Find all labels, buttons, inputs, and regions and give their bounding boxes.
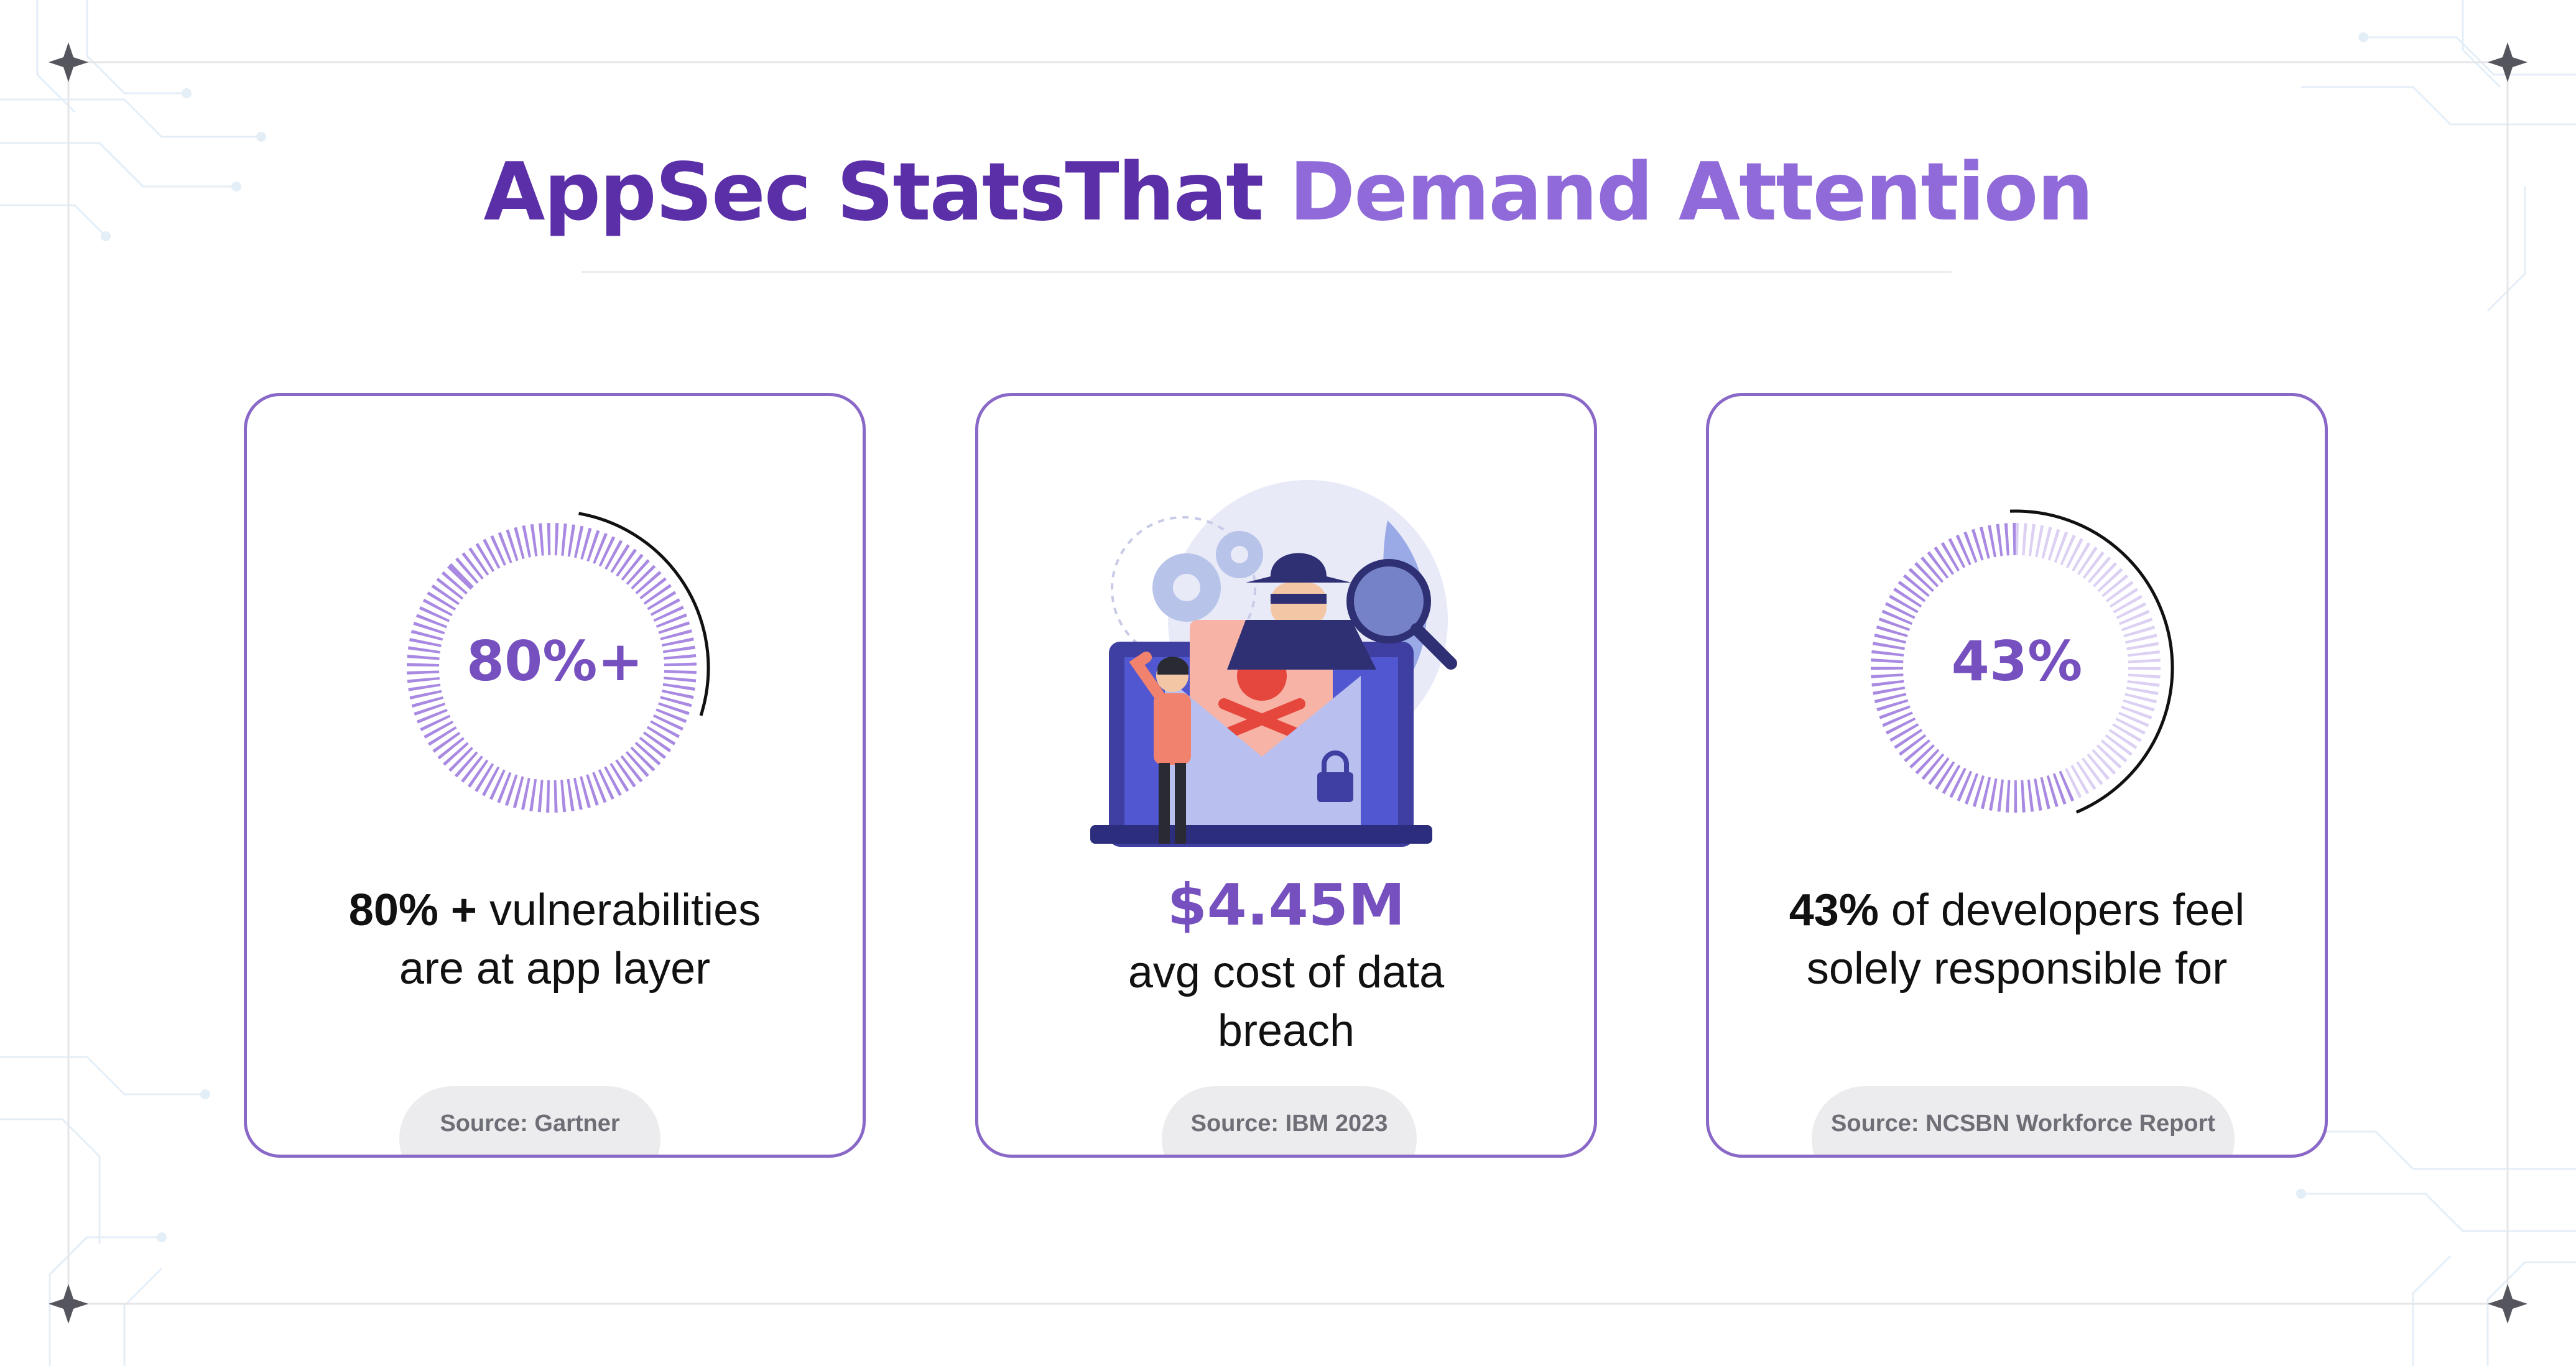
- stat-line1: avg cost of data: [1128, 948, 1445, 997]
- stat-line2: breach: [1217, 1006, 1355, 1056]
- breach-cost-amount: $4.45M: [1167, 872, 1406, 938]
- stat-description: avg cost of data breach: [978, 943, 1594, 1060]
- source-badge: Source: IBM 2023: [1162, 1086, 1417, 1155]
- title-part-1: AppSec StatsThat: [483, 146, 1264, 239]
- stat-line1: of developers feel: [1878, 885, 2245, 935]
- title-part-2: Demand Attention: [1289, 146, 2094, 239]
- source-badge: Source: NCSBN Workforce Report: [1812, 1086, 2235, 1155]
- progress-ring: [1857, 509, 2174, 826]
- stat-line2: solely responsible for: [1806, 944, 2228, 994]
- stat-card-developers: 43% 43% of developers feel solely respon…: [1706, 393, 2328, 1158]
- data-breach-illustration: [1090, 480, 1457, 847]
- progress-ring: [393, 509, 710, 826]
- source-badge: Source: Gartner: [399, 1086, 660, 1155]
- stat-highlight: 80% +: [348, 885, 477, 935]
- title-divider: [581, 271, 1952, 273]
- stat-description: 80% + vulnerabilities are at app layer: [247, 881, 863, 998]
- stat-highlight: 43%: [1789, 885, 1879, 935]
- page-title: AppSec StatsThat Demand Attention: [0, 140, 2576, 246]
- stat-line2: are at app layer: [399, 944, 711, 994]
- ring-value: 80%+: [466, 629, 644, 693]
- stat-card-vulnerabilities: 80%+ 80% + vulnerabilities are at app la…: [244, 393, 866, 1158]
- stat-description: 43% of developers feel solely responsibl…: [1709, 881, 2325, 998]
- stat-line1: vulnerabilities: [476, 885, 761, 935]
- stat-card-breach-cost: $4.45M avg cost of data breach Source: I…: [975, 393, 1597, 1158]
- ring-value: 43%: [1951, 629, 2083, 693]
